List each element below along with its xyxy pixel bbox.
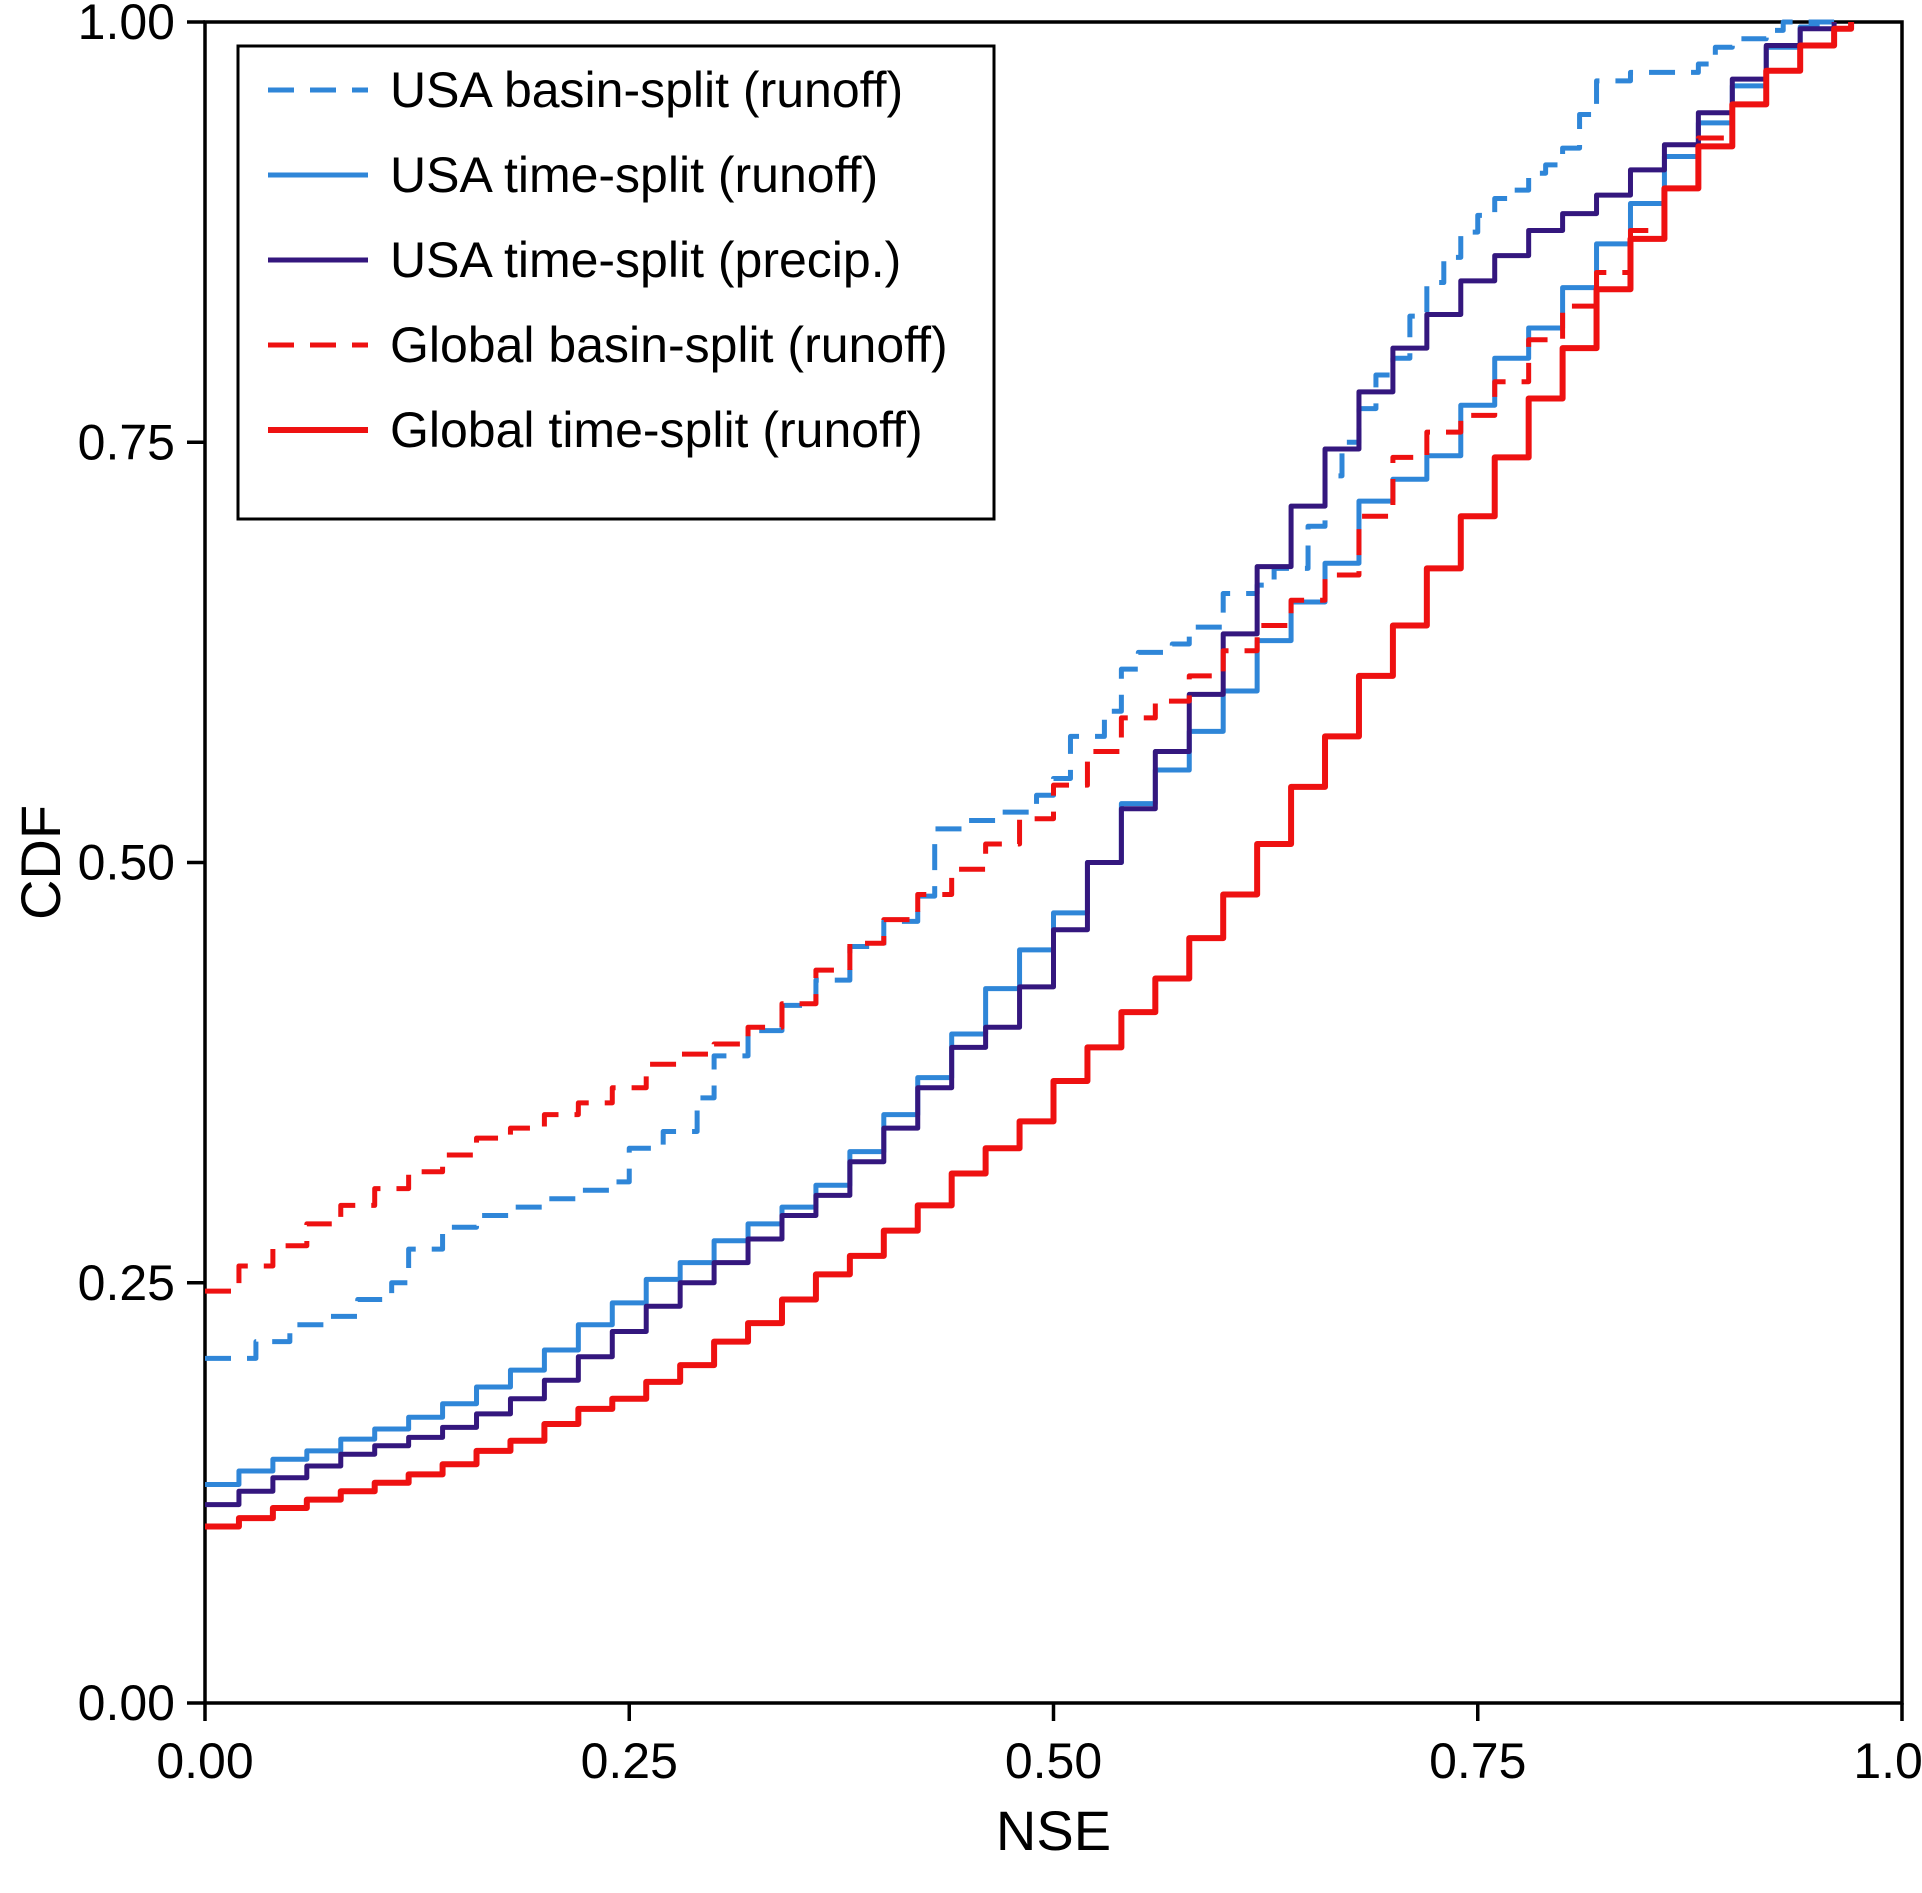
cdf-curve-1 — [205, 22, 1820, 1487]
legend: USA basin-split (runoff) USA time-split (… — [236, 44, 996, 521]
legend-entry-1: USA time-split (runoff) — [268, 147, 878, 203]
x-tick-label: 0.75 — [1429, 1733, 1526, 1789]
cdf-curve-3 — [205, 22, 1837, 1294]
legend-label: Global basin-split (runoff) — [390, 317, 948, 373]
y-tick-label: 0.50 — [78, 835, 175, 891]
y-tick-label: 1.00 — [78, 0, 175, 50]
x-tick-label: 0.50 — [1005, 1733, 1102, 1789]
legend-entry-2: USA time-split (precip.) — [268, 232, 901, 288]
legend-label: USA time-split (precip.) — [390, 232, 901, 288]
legend-label: Global time-split (runoff) — [390, 402, 923, 458]
y-tick-label: 0.00 — [78, 1675, 175, 1731]
legend-entry-4: Global time-split (runoff) — [268, 402, 923, 458]
legend-entry-3: Global basin-split (runoff) — [268, 317, 948, 373]
cdf-curve-2 — [205, 22, 1837, 1508]
x-tick-label: 0.25 — [581, 1733, 678, 1789]
legend-label: USA time-split (runoff) — [390, 147, 878, 203]
legend-box — [236, 44, 996, 521]
y-axis-label: CDF — [9, 805, 72, 920]
y-tick-label: 0.25 — [78, 1255, 175, 1311]
cdf-curve-4 — [205, 22, 1855, 1530]
x-tick-label: 0.00 — [156, 1733, 253, 1789]
cdf-curve-0 — [205, 19, 1835, 1361]
x-axis-label: NSE — [996, 1799, 1111, 1862]
legend-entry-0: USA basin-split (runoff) — [268, 62, 903, 118]
y-tick-label: 0.75 — [78, 414, 175, 470]
legend-label: USA basin-split (runoff) — [390, 62, 903, 118]
x-tick-label: 1.00 — [1853, 1733, 1922, 1789]
